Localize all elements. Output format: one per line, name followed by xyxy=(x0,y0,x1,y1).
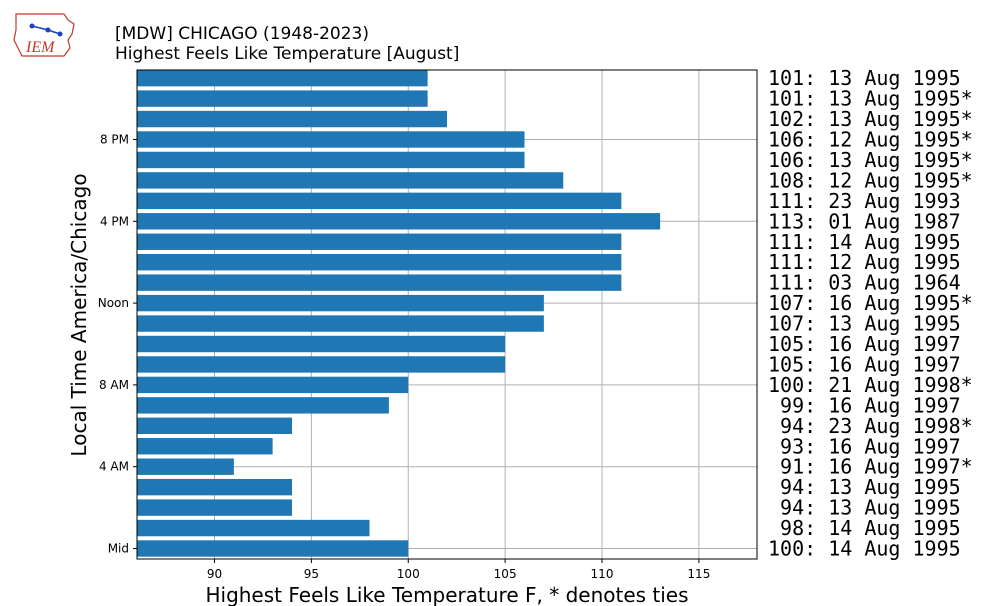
bar xyxy=(137,172,564,189)
station-link xyxy=(31,25,61,35)
bar xyxy=(137,458,234,475)
record-annotation: 94: 23 Aug 1998* xyxy=(768,414,973,438)
record-annotation: 101: 13 Aug 1995* xyxy=(768,87,973,111)
record-annotations: 100: 14 Aug 1995 98: 14 Aug 1995 94: 13 … xyxy=(768,66,973,560)
chart-title: Highest Feels Like Temperature [August] xyxy=(115,44,460,64)
x-tick-label: 100 xyxy=(397,567,420,581)
x-axis-ticks: 90 95 100 105 110 115 xyxy=(207,559,710,581)
record-annotation: 102: 13 Aug 1995* xyxy=(768,107,973,131)
bar xyxy=(137,192,622,210)
record-annotation: 108: 12 Aug 1995* xyxy=(768,168,973,192)
bar-series xyxy=(137,69,661,557)
y-axis-ticks: Mid 4 AM 8 AM Noon 4 PM 8 PM xyxy=(98,133,137,556)
record-annotation: 111: 03 Aug 1964 xyxy=(768,271,961,295)
chart-header: [MDW] CHICAGO (1948-2023) Highest Feels … xyxy=(115,24,459,64)
record-annotation: 107: 13 Aug 1995 xyxy=(768,312,961,336)
record-annotation: 106: 12 Aug 1995* xyxy=(768,128,973,152)
bar xyxy=(137,213,661,230)
bar xyxy=(137,254,622,271)
bar xyxy=(137,356,506,373)
y-tick-label: 4 AM xyxy=(99,460,129,474)
y-tick-label: Mid xyxy=(108,542,129,556)
record-annotation: 105: 16 Aug 1997 xyxy=(768,352,961,376)
bar xyxy=(137,397,389,414)
record-annotation: 100: 21 Aug 1998* xyxy=(768,373,973,397)
record-annotation: 101: 13 Aug 1995 xyxy=(768,66,961,90)
record-annotation: 111: 12 Aug 1995 xyxy=(768,250,961,274)
bar xyxy=(137,233,622,250)
y-tick-label: 8 AM xyxy=(99,378,129,392)
x-tick-label: 115 xyxy=(687,567,710,581)
record-annotation: 105: 16 Aug 1997 xyxy=(768,332,961,356)
y-axis-title: Local Time America/Chicago xyxy=(67,173,91,456)
x-tick-label: 105 xyxy=(494,567,517,581)
record-annotation: 106: 13 Aug 1995* xyxy=(768,148,973,172)
logo-text: IEM xyxy=(25,39,56,56)
y-tick-label: 4 PM xyxy=(100,214,129,228)
x-tick-label: 90 xyxy=(207,567,222,581)
iem-logo: IEM xyxy=(12,10,78,62)
x-axis-title: Highest Feels Like Temperature F, * deno… xyxy=(205,583,688,606)
bar xyxy=(137,438,273,455)
bar xyxy=(137,376,409,394)
bar xyxy=(137,519,370,537)
record-annotation: 100: 14 Aug 1995 xyxy=(768,537,961,561)
bar xyxy=(137,274,622,291)
bar xyxy=(137,499,292,516)
bar xyxy=(137,335,506,353)
x-tick-label: 95 xyxy=(304,567,319,581)
bar xyxy=(137,478,292,496)
plot-frame xyxy=(136,69,758,560)
bar xyxy=(137,69,428,87)
x-tick-label: 110 xyxy=(591,567,614,581)
record-annotation: 99: 16 Aug 1997 xyxy=(768,393,961,417)
record-annotation: 111: 23 Aug 1993 xyxy=(768,189,961,213)
record-annotation: 94: 13 Aug 1995 xyxy=(768,496,961,520)
record-annotation: 94: 13 Aug 1995 xyxy=(768,475,961,499)
bar xyxy=(137,315,544,332)
bar xyxy=(137,151,525,169)
record-annotation: 111: 14 Aug 1995 xyxy=(768,230,961,254)
bar xyxy=(137,540,409,557)
station-dot xyxy=(29,23,35,29)
bar xyxy=(137,294,544,312)
record-annotation: 107: 16 Aug 1995* xyxy=(768,291,973,315)
y-tick-label: Noon xyxy=(98,296,129,310)
bar xyxy=(137,110,447,128)
record-annotation: 113: 01 Aug 1987 xyxy=(768,209,961,233)
y-tick-label: 8 PM xyxy=(100,133,129,147)
record-annotation: 91: 16 Aug 1997* xyxy=(768,455,973,479)
iowa-outline xyxy=(13,13,75,57)
station-line: [MDW] CHICAGO (1948-2023) xyxy=(115,24,369,44)
iem-logo-graphic: IEM xyxy=(13,13,75,57)
bar xyxy=(137,90,428,107)
record-annotation: 98: 14 Aug 1995 xyxy=(768,516,961,540)
bar xyxy=(137,417,292,434)
record-annotation: 93: 16 Aug 1997 xyxy=(768,434,961,458)
bar xyxy=(137,131,525,148)
